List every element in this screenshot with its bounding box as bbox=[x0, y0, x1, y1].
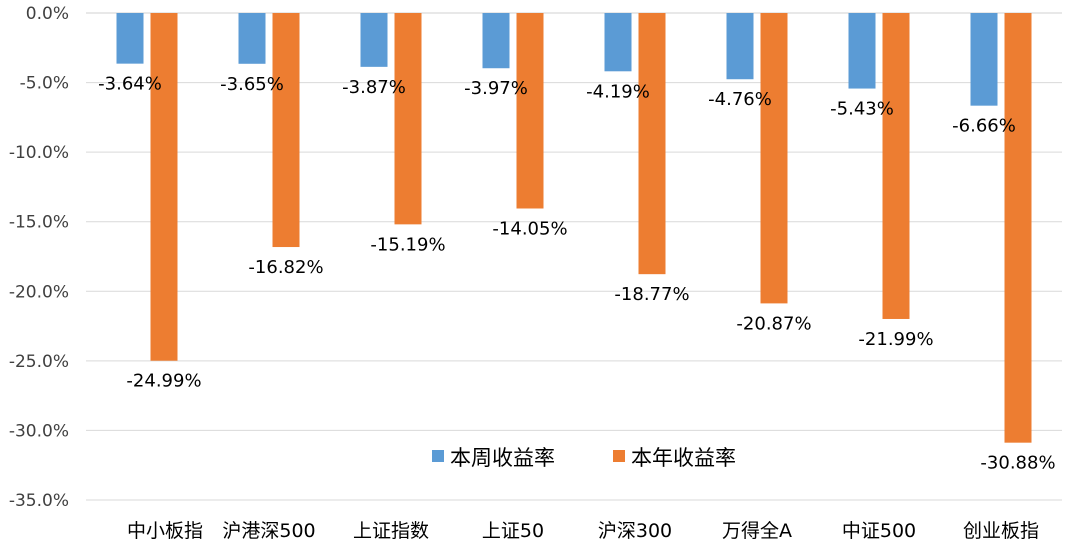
x-axis-categories: 中小板指 沪港深500 上证指数 上证50 沪深300 万得全A 中证500 创业板指 bbox=[127, 520, 1039, 542]
x-category-label: 上证指数 bbox=[353, 520, 429, 542]
data-label-weekly: -3.97% bbox=[464, 78, 528, 99]
legend-label-ytd: 本年收益率 bbox=[631, 446, 736, 470]
x-category-label: 中小板指 bbox=[127, 520, 203, 542]
data-labels: -3.64% -24.99% -3.65% -16.82% -3.87% -15.19% -… bbox=[98, 74, 1055, 474]
data-label-weekly: -5.43% bbox=[830, 99, 894, 120]
bar-ytd-return bbox=[1004, 13, 1032, 443]
bar-weekly-return bbox=[360, 13, 388, 67]
y-tick-label: -25.0% bbox=[9, 352, 69, 372]
bar-weekly-return bbox=[726, 13, 754, 80]
bar-weekly-return bbox=[238, 13, 266, 64]
legend: 本周收益率 本年收益率 bbox=[432, 446, 736, 470]
y-tick-label: 0.0% bbox=[26, 4, 69, 24]
legend-label-weekly: 本周收益率 bbox=[450, 446, 555, 470]
x-category-label: 上证50 bbox=[482, 520, 544, 542]
bar-weekly-return bbox=[116, 13, 144, 64]
y-axis-ticks: 0.0% -5.0% -10.0% -15.0% -20.0% -25.0% -30.0% -… bbox=[9, 4, 69, 511]
y-tick-label: -35.0% bbox=[9, 491, 69, 511]
data-label-ytd: -24.99% bbox=[126, 371, 201, 392]
data-label-ytd: -16.82% bbox=[248, 257, 323, 278]
legend-swatch-weekly bbox=[432, 450, 444, 462]
data-label-ytd: -30.88% bbox=[980, 453, 1055, 474]
data-label-weekly: -6.66% bbox=[952, 116, 1016, 137]
x-category-label: 万得全A bbox=[722, 520, 792, 542]
bar-ytd-return bbox=[150, 13, 178, 361]
x-category-label: 沪深300 bbox=[598, 520, 672, 542]
data-label-weekly: -4.76% bbox=[708, 89, 772, 110]
y-tick-label: -30.0% bbox=[9, 421, 69, 441]
data-label-ytd: -15.19% bbox=[370, 234, 445, 255]
data-label-weekly: -4.19% bbox=[586, 81, 650, 102]
bar-weekly-return bbox=[970, 13, 998, 106]
data-label-ytd: -20.87% bbox=[736, 313, 811, 334]
bar-ytd-return bbox=[882, 13, 910, 319]
bar-ytd-return bbox=[272, 13, 300, 248]
bar-ytd-return bbox=[394, 13, 422, 225]
data-label-ytd: -14.05% bbox=[492, 218, 567, 239]
x-category-label: 创业板指 bbox=[963, 520, 1039, 542]
bar-weekly-return bbox=[482, 13, 510, 69]
y-tick-label: -20.0% bbox=[9, 282, 69, 302]
legend-swatch-ytd bbox=[613, 450, 625, 462]
bars bbox=[116, 13, 1032, 443]
y-tick-label: -15.0% bbox=[9, 213, 69, 233]
y-tick-label: -10.0% bbox=[9, 143, 69, 163]
bar-weekly-return bbox=[848, 13, 876, 89]
data-label-ytd: -18.77% bbox=[614, 284, 689, 305]
y-tick-label: -5.0% bbox=[20, 74, 69, 94]
x-category-label: 沪港深500 bbox=[222, 520, 315, 542]
x-category-label: 中证500 bbox=[842, 520, 916, 542]
data-label-weekly: -3.65% bbox=[220, 74, 284, 95]
data-label-weekly: -3.87% bbox=[342, 77, 406, 98]
data-label-weekly: -3.64% bbox=[98, 74, 162, 95]
bar-ytd-return bbox=[638, 13, 666, 275]
data-label-ytd: -21.99% bbox=[858, 329, 933, 350]
bar-ytd-return bbox=[516, 13, 544, 209]
bar-weekly-return bbox=[604, 13, 632, 72]
bar-ytd-return bbox=[760, 13, 788, 304]
